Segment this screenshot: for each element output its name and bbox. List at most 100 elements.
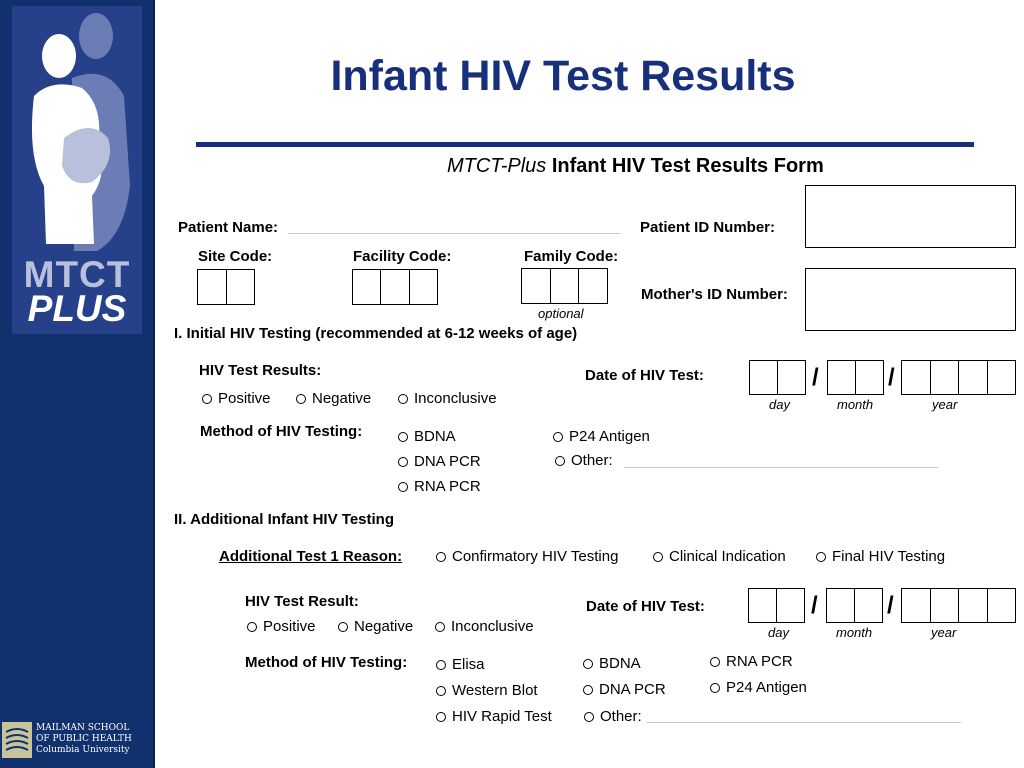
school-line-3: Columbia University (36, 745, 130, 755)
radio-icon (398, 481, 408, 492)
patient-name-label: Patient Name: (178, 219, 279, 236)
mother-id-field[interactable] (805, 268, 1016, 331)
radio-icon (398, 431, 408, 442)
s2-method-western-blot[interactable]: Western Blot (436, 682, 538, 699)
s2-method-p24-antigen[interactable]: P24 Antigen (710, 679, 807, 696)
radio-icon (583, 658, 593, 669)
subtitle-program: MTCT-Plus (447, 155, 547, 177)
subtitle-form-name: Infant HIV Test Results Form (551, 155, 824, 177)
s2-reason-label: Additional Test 1 Reason: (219, 548, 403, 565)
s2-method-label: Method of HIV Testing: (245, 654, 408, 671)
radio-icon (436, 659, 446, 670)
mtct-plus-logo: MTCT PLUS (12, 6, 142, 334)
logo-text-mtct: MTCT (23, 254, 131, 295)
s1-caption-day: day (769, 397, 790, 412)
facility-code-label: Facility Code: (353, 248, 452, 265)
s1-method-other[interactable]: Other: (555, 452, 613, 469)
s1-result-inconclusive[interactable]: Inconclusive (398, 390, 497, 407)
family-code-label: Family Code: (524, 248, 619, 265)
s2-result-positive[interactable]: Positive (247, 618, 316, 635)
s2-reason-clinical[interactable]: Clinical Indication (653, 548, 786, 565)
mother-child-icon (31, 13, 130, 251)
radio-icon (436, 551, 446, 562)
s2-method-elisa[interactable]: Elisa (436, 656, 485, 673)
radio-icon (436, 685, 446, 696)
s2-date-month-field[interactable] (826, 588, 883, 623)
s2-caption-day: day (768, 625, 789, 640)
school-line-2: OF PUBLIC HEALTH (36, 734, 132, 744)
section-1-heading: I. Initial HIV Testing (recommended at 6… (174, 325, 578, 342)
radio-icon (436, 711, 446, 722)
mailman-school-logo: MAILMAN SCHOOL OF PUBLIC HEALTH Columbia… (2, 722, 151, 762)
s2-method-rna-pcr[interactable]: RNA PCR (710, 653, 793, 670)
s1-caption-year: year (932, 397, 958, 412)
title-divider (196, 142, 974, 147)
s1-method-other-field[interactable] (624, 467, 938, 468)
s1-date-year-field[interactable] (901, 360, 1016, 395)
s1-date-label: Date of HIV Test: (585, 367, 704, 384)
s2-date-separator-1: / (811, 592, 818, 619)
radio-icon (202, 393, 212, 404)
form-subtitle: MTCT-Plus Infant HIV Test Results Form (447, 155, 824, 178)
mailman-school-text: MAILMAN SCHOOL OF PUBLIC HEALTH Columbia… (36, 723, 154, 756)
s1-results-label: HIV Test Results: (199, 362, 322, 379)
radio-icon (296, 393, 306, 404)
s1-date-day-field[interactable] (749, 360, 806, 395)
radio-icon (338, 621, 348, 632)
radio-icon (247, 621, 257, 632)
s2-date-separator-2: / (887, 592, 894, 619)
radio-icon (435, 621, 445, 632)
logo-text-plus: PLUS (27, 288, 127, 329)
s2-method-other-field[interactable] (646, 722, 961, 723)
s1-date-separator-2: / (888, 364, 895, 391)
radio-icon (583, 684, 593, 695)
s2-date-day-field[interactable] (748, 588, 805, 623)
s2-date-label: Date of HIV Test: (586, 598, 705, 615)
s2-result-inconclusive[interactable]: Inconclusive (435, 618, 534, 635)
s1-method-bdna[interactable]: BDNA (398, 428, 456, 445)
patient-name-field[interactable] (288, 233, 620, 234)
s1-method-label: Method of HIV Testing: (200, 423, 363, 440)
s1-date-month-field[interactable] (827, 360, 884, 395)
radio-icon (653, 551, 663, 562)
s1-caption-month: month (837, 397, 874, 412)
site-code-field[interactable] (197, 269, 255, 305)
site-code-label: Site Code: (198, 248, 273, 265)
radio-icon (710, 682, 720, 693)
family-code-optional-note: optional (538, 306, 584, 321)
patient-id-field[interactable] (805, 185, 1016, 248)
s2-caption-month: month (836, 625, 873, 640)
family-code-field[interactable] (521, 268, 608, 304)
radio-icon (710, 656, 720, 667)
s2-caption-year: year (931, 625, 957, 640)
s2-result-label: HIV Test Result: (245, 593, 359, 610)
s2-result-negative[interactable]: Negative (338, 618, 413, 635)
s2-date-year-field[interactable] (901, 588, 1016, 623)
school-line-1: MAILMAN SCHOOL (36, 723, 130, 733)
s2-method-other[interactable]: Other: (584, 708, 642, 725)
s1-method-rna-pcr[interactable]: RNA PCR (398, 478, 481, 495)
s1-result-negative[interactable]: Negative (296, 390, 371, 407)
s1-result-positive[interactable]: Positive (202, 390, 271, 407)
mother-id-label: Mother's ID Number: (641, 286, 788, 303)
section-2-heading: II. Additional Infant HIV Testing (174, 511, 394, 528)
sidebar: MTCT PLUS MAILMAN SCHOOL OF PUBLIC HEALT… (0, 0, 155, 768)
s2-method-dna-pcr[interactable]: DNA PCR (583, 681, 666, 698)
radio-icon (584, 711, 594, 722)
radio-icon (555, 455, 565, 466)
s2-method-bdna[interactable]: BDNA (583, 655, 641, 672)
patient-id-label: Patient ID Number: (640, 219, 776, 236)
s1-method-dna-pcr[interactable]: DNA PCR (398, 453, 481, 470)
page-title: Infant HIV Test Results (330, 52, 796, 100)
radio-icon (816, 551, 826, 562)
s1-date-separator-1: / (812, 364, 819, 391)
radio-icon (398, 393, 408, 404)
radio-icon (398, 456, 408, 467)
facility-code-field[interactable] (352, 269, 438, 305)
s2-method-hiv-rapid-test[interactable]: HIV Rapid Test (436, 708, 552, 725)
radio-icon (553, 431, 563, 442)
s2-reason-confirmatory[interactable]: Confirmatory HIV Testing (436, 548, 618, 565)
s2-reason-final[interactable]: Final HIV Testing (816, 548, 945, 565)
mailman-emblem-icon (2, 722, 32, 758)
s1-method-p24-antigen[interactable]: P24 Antigen (553, 428, 650, 445)
